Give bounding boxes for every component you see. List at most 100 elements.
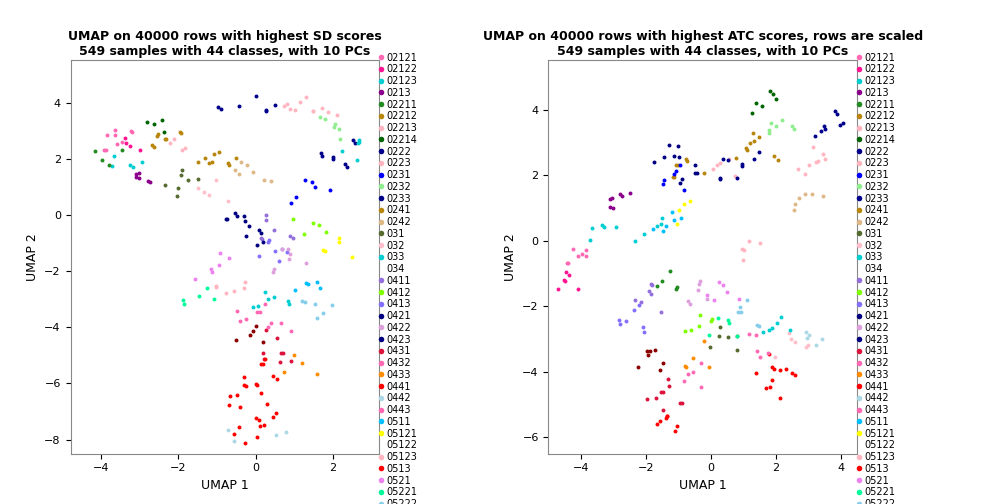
Point	[614, 192, 630, 200]
Point	[150, 130, 166, 138]
Point	[828, 107, 844, 115]
Point	[231, 169, 247, 177]
Point	[269, 334, 285, 342]
Point	[210, 103, 226, 111]
Point	[309, 369, 326, 377]
Point	[705, 316, 721, 324]
Point	[197, 154, 213, 162]
Point	[306, 182, 323, 191]
Point	[764, 324, 780, 332]
Point	[748, 331, 764, 339]
Point	[248, 322, 264, 330]
Point	[666, 152, 682, 160]
Point	[257, 300, 273, 308]
Point	[665, 216, 681, 224]
Point	[642, 280, 658, 288]
Point	[229, 212, 245, 220]
Point	[778, 365, 794, 373]
Point	[196, 188, 212, 197]
Point	[784, 368, 800, 376]
Point	[761, 129, 777, 137]
Point	[227, 209, 243, 217]
Point	[636, 230, 652, 238]
Y-axis label: UMAP 2: UMAP 2	[26, 233, 38, 281]
Point	[679, 297, 696, 305]
Point	[681, 300, 698, 308]
Point	[835, 119, 851, 127]
Point	[690, 322, 707, 330]
X-axis label: UMAP 1: UMAP 1	[678, 479, 727, 492]
Point	[671, 160, 687, 168]
Point	[238, 232, 254, 240]
Point	[344, 253, 360, 261]
Point	[713, 174, 729, 182]
Point	[661, 382, 677, 390]
Point	[741, 330, 757, 338]
Point	[653, 388, 669, 396]
Point	[762, 383, 778, 391]
Point	[636, 329, 652, 337]
Point	[782, 327, 798, 335]
Point	[677, 155, 694, 163]
Point	[669, 142, 685, 150]
Point	[226, 430, 242, 438]
Point	[118, 139, 134, 147]
Point	[285, 351, 301, 359]
Point	[282, 250, 298, 259]
Point	[602, 203, 618, 211]
Point	[682, 326, 699, 334]
Point	[248, 380, 264, 388]
Point	[201, 159, 217, 167]
Point	[277, 428, 293, 436]
Point	[558, 259, 575, 267]
Point	[271, 258, 287, 266]
Point	[173, 171, 190, 179]
Point	[98, 146, 114, 154]
Point	[682, 198, 699, 206]
Point	[653, 220, 669, 228]
Point	[128, 170, 144, 178]
Point	[257, 355, 273, 363]
Point	[281, 300, 297, 308]
Point	[731, 295, 747, 303]
Point	[584, 224, 600, 232]
Point	[797, 169, 813, 177]
Point	[799, 341, 815, 349]
Point	[582, 236, 598, 244]
Point	[260, 324, 276, 332]
Point	[125, 163, 141, 171]
Point	[677, 362, 694, 370]
Point	[252, 422, 268, 430]
Point	[773, 312, 789, 321]
Point	[279, 248, 295, 256]
Point	[807, 133, 824, 141]
Point	[692, 277, 709, 285]
Point	[308, 278, 325, 286]
Point	[142, 178, 158, 186]
Point	[707, 296, 723, 304]
Point	[104, 162, 120, 170]
Point	[744, 109, 760, 117]
Point	[326, 123, 342, 131]
Point	[279, 100, 295, 108]
Point	[265, 413, 281, 421]
Point	[283, 327, 299, 335]
Point	[267, 409, 283, 417]
Point	[351, 138, 367, 146]
Point	[259, 238, 275, 246]
Point	[711, 333, 727, 341]
Point	[221, 197, 237, 205]
Point	[774, 115, 790, 123]
Point	[709, 161, 725, 169]
Point	[668, 161, 684, 169]
Point	[772, 366, 788, 374]
Point	[230, 391, 246, 399]
Point	[333, 135, 349, 143]
Point	[649, 222, 665, 230]
Point	[703, 317, 719, 325]
Point	[654, 359, 670, 367]
Point	[605, 194, 621, 202]
Point	[729, 154, 745, 162]
Point	[331, 238, 347, 246]
Point	[251, 252, 267, 260]
